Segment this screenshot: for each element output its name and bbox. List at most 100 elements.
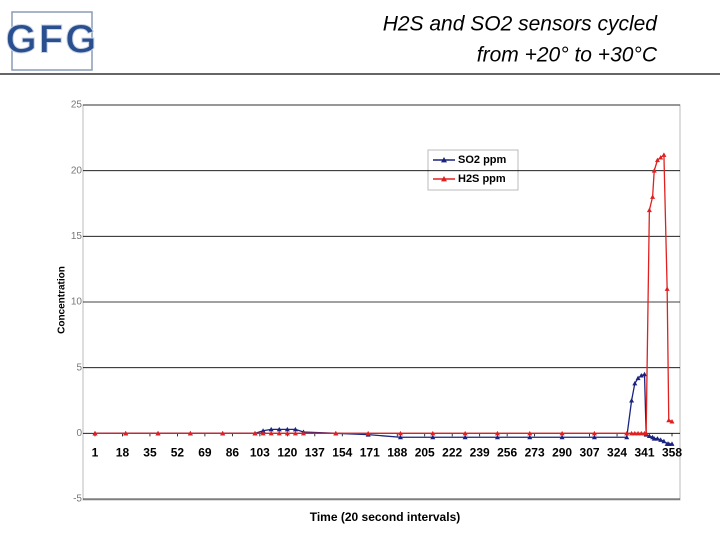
data-point <box>155 430 161 436</box>
data-point <box>591 434 597 440</box>
data-point <box>643 430 649 436</box>
data-point <box>669 419 675 424</box>
data-point <box>661 438 667 444</box>
data-point <box>658 437 664 442</box>
data-point <box>646 433 652 438</box>
data-point <box>333 430 339 436</box>
data-point <box>638 430 644 436</box>
data-point <box>300 430 306 436</box>
data-point <box>494 434 500 440</box>
y-tick-label: 15 <box>71 231 83 242</box>
data-point <box>591 430 597 436</box>
x-axis-label: Time (20 second intervals) <box>310 510 461 524</box>
x-tick-label: 273 <box>525 446 545 460</box>
legend-frame <box>427 149 519 191</box>
x-tick-label: 341 <box>635 446 655 460</box>
data-point <box>664 286 670 291</box>
x-tick-label: 239 <box>470 446 490 460</box>
logo: GFG <box>6 18 99 62</box>
data-point <box>276 426 282 432</box>
data-point <box>430 434 436 440</box>
x-tick-label: 52 <box>171 446 185 460</box>
data-point <box>260 428 266 433</box>
data-point <box>527 430 533 436</box>
data-point <box>632 380 638 386</box>
data-point <box>559 430 565 436</box>
data-point <box>284 426 290 432</box>
data-point <box>527 434 533 440</box>
x-tick-label: 222 <box>442 446 462 460</box>
legend-marker <box>441 157 447 163</box>
data-point <box>669 441 675 446</box>
data-point <box>651 168 657 173</box>
data-point <box>430 430 436 436</box>
data-point <box>629 430 635 436</box>
data-point <box>365 430 371 436</box>
data-point <box>642 371 648 377</box>
x-tick-label: 290 <box>552 446 572 460</box>
x-tick-label: 69 <box>198 446 212 460</box>
data-point <box>462 434 468 440</box>
data-point <box>92 430 98 436</box>
x-tick-label: 256 <box>497 446 517 460</box>
data-point <box>661 152 667 157</box>
data-point <box>646 207 652 213</box>
data-point <box>462 430 468 436</box>
x-tick-label: 358 <box>662 446 682 460</box>
data-point <box>252 430 258 436</box>
data-point <box>397 434 403 440</box>
legend-marker <box>441 176 447 182</box>
data-point <box>654 157 660 163</box>
logo-frame <box>11 11 93 71</box>
x-tick-label: 120 <box>277 446 297 460</box>
title-line: from +20° to +30°C <box>477 44 658 67</box>
data-point <box>638 373 644 378</box>
x-tick-label: 35 <box>143 446 157 460</box>
data-point <box>268 426 274 432</box>
data-point <box>624 434 630 440</box>
data-point <box>494 430 500 436</box>
x-tick-label: 324 <box>607 446 627 460</box>
x-tick-label: 205 <box>415 446 435 460</box>
y-tick-label: 5 <box>76 362 82 373</box>
data-point <box>292 426 298 432</box>
data-point <box>651 436 657 441</box>
x-tick-label: 188 <box>387 446 407 460</box>
data-point <box>559 434 565 440</box>
data-point <box>666 417 672 423</box>
x-tick-label: 1 <box>92 446 99 460</box>
data-point <box>268 430 274 436</box>
data-point <box>632 430 638 436</box>
y-tick-label: 25 <box>71 100 83 111</box>
x-tick-label: 171 <box>360 446 380 460</box>
data-point <box>123 430 129 436</box>
data-point <box>635 375 641 381</box>
data-point <box>220 430 226 436</box>
x-tick-label: 154 <box>332 446 352 460</box>
x-tick-label: 86 <box>226 446 240 460</box>
data-point <box>629 398 635 403</box>
data-point <box>187 430 193 436</box>
data-point <box>284 430 290 436</box>
data-point <box>276 430 282 436</box>
data-point <box>650 194 656 199</box>
x-tick-label: 137 <box>305 446 325 460</box>
data-point <box>260 430 266 436</box>
y-axis-label: Concentration <box>57 266 68 334</box>
legend-label: H2S ppm <box>458 173 506 185</box>
x-tick-label: 307 <box>580 446 600 460</box>
legend-label: SO2 ppm <box>458 154 507 166</box>
data-point <box>624 430 630 436</box>
data-point <box>654 436 660 441</box>
data-point <box>397 430 403 436</box>
data-point <box>666 441 672 446</box>
data-point <box>658 155 664 160</box>
y-tick-label: 20 <box>71 165 83 176</box>
title-line: H2S and SO2 sensors cycled <box>383 13 659 36</box>
data-point <box>635 430 641 436</box>
y-tick-label: -5 <box>73 494 82 505</box>
x-tick-label: 18 <box>116 446 130 460</box>
data-point <box>292 430 298 436</box>
